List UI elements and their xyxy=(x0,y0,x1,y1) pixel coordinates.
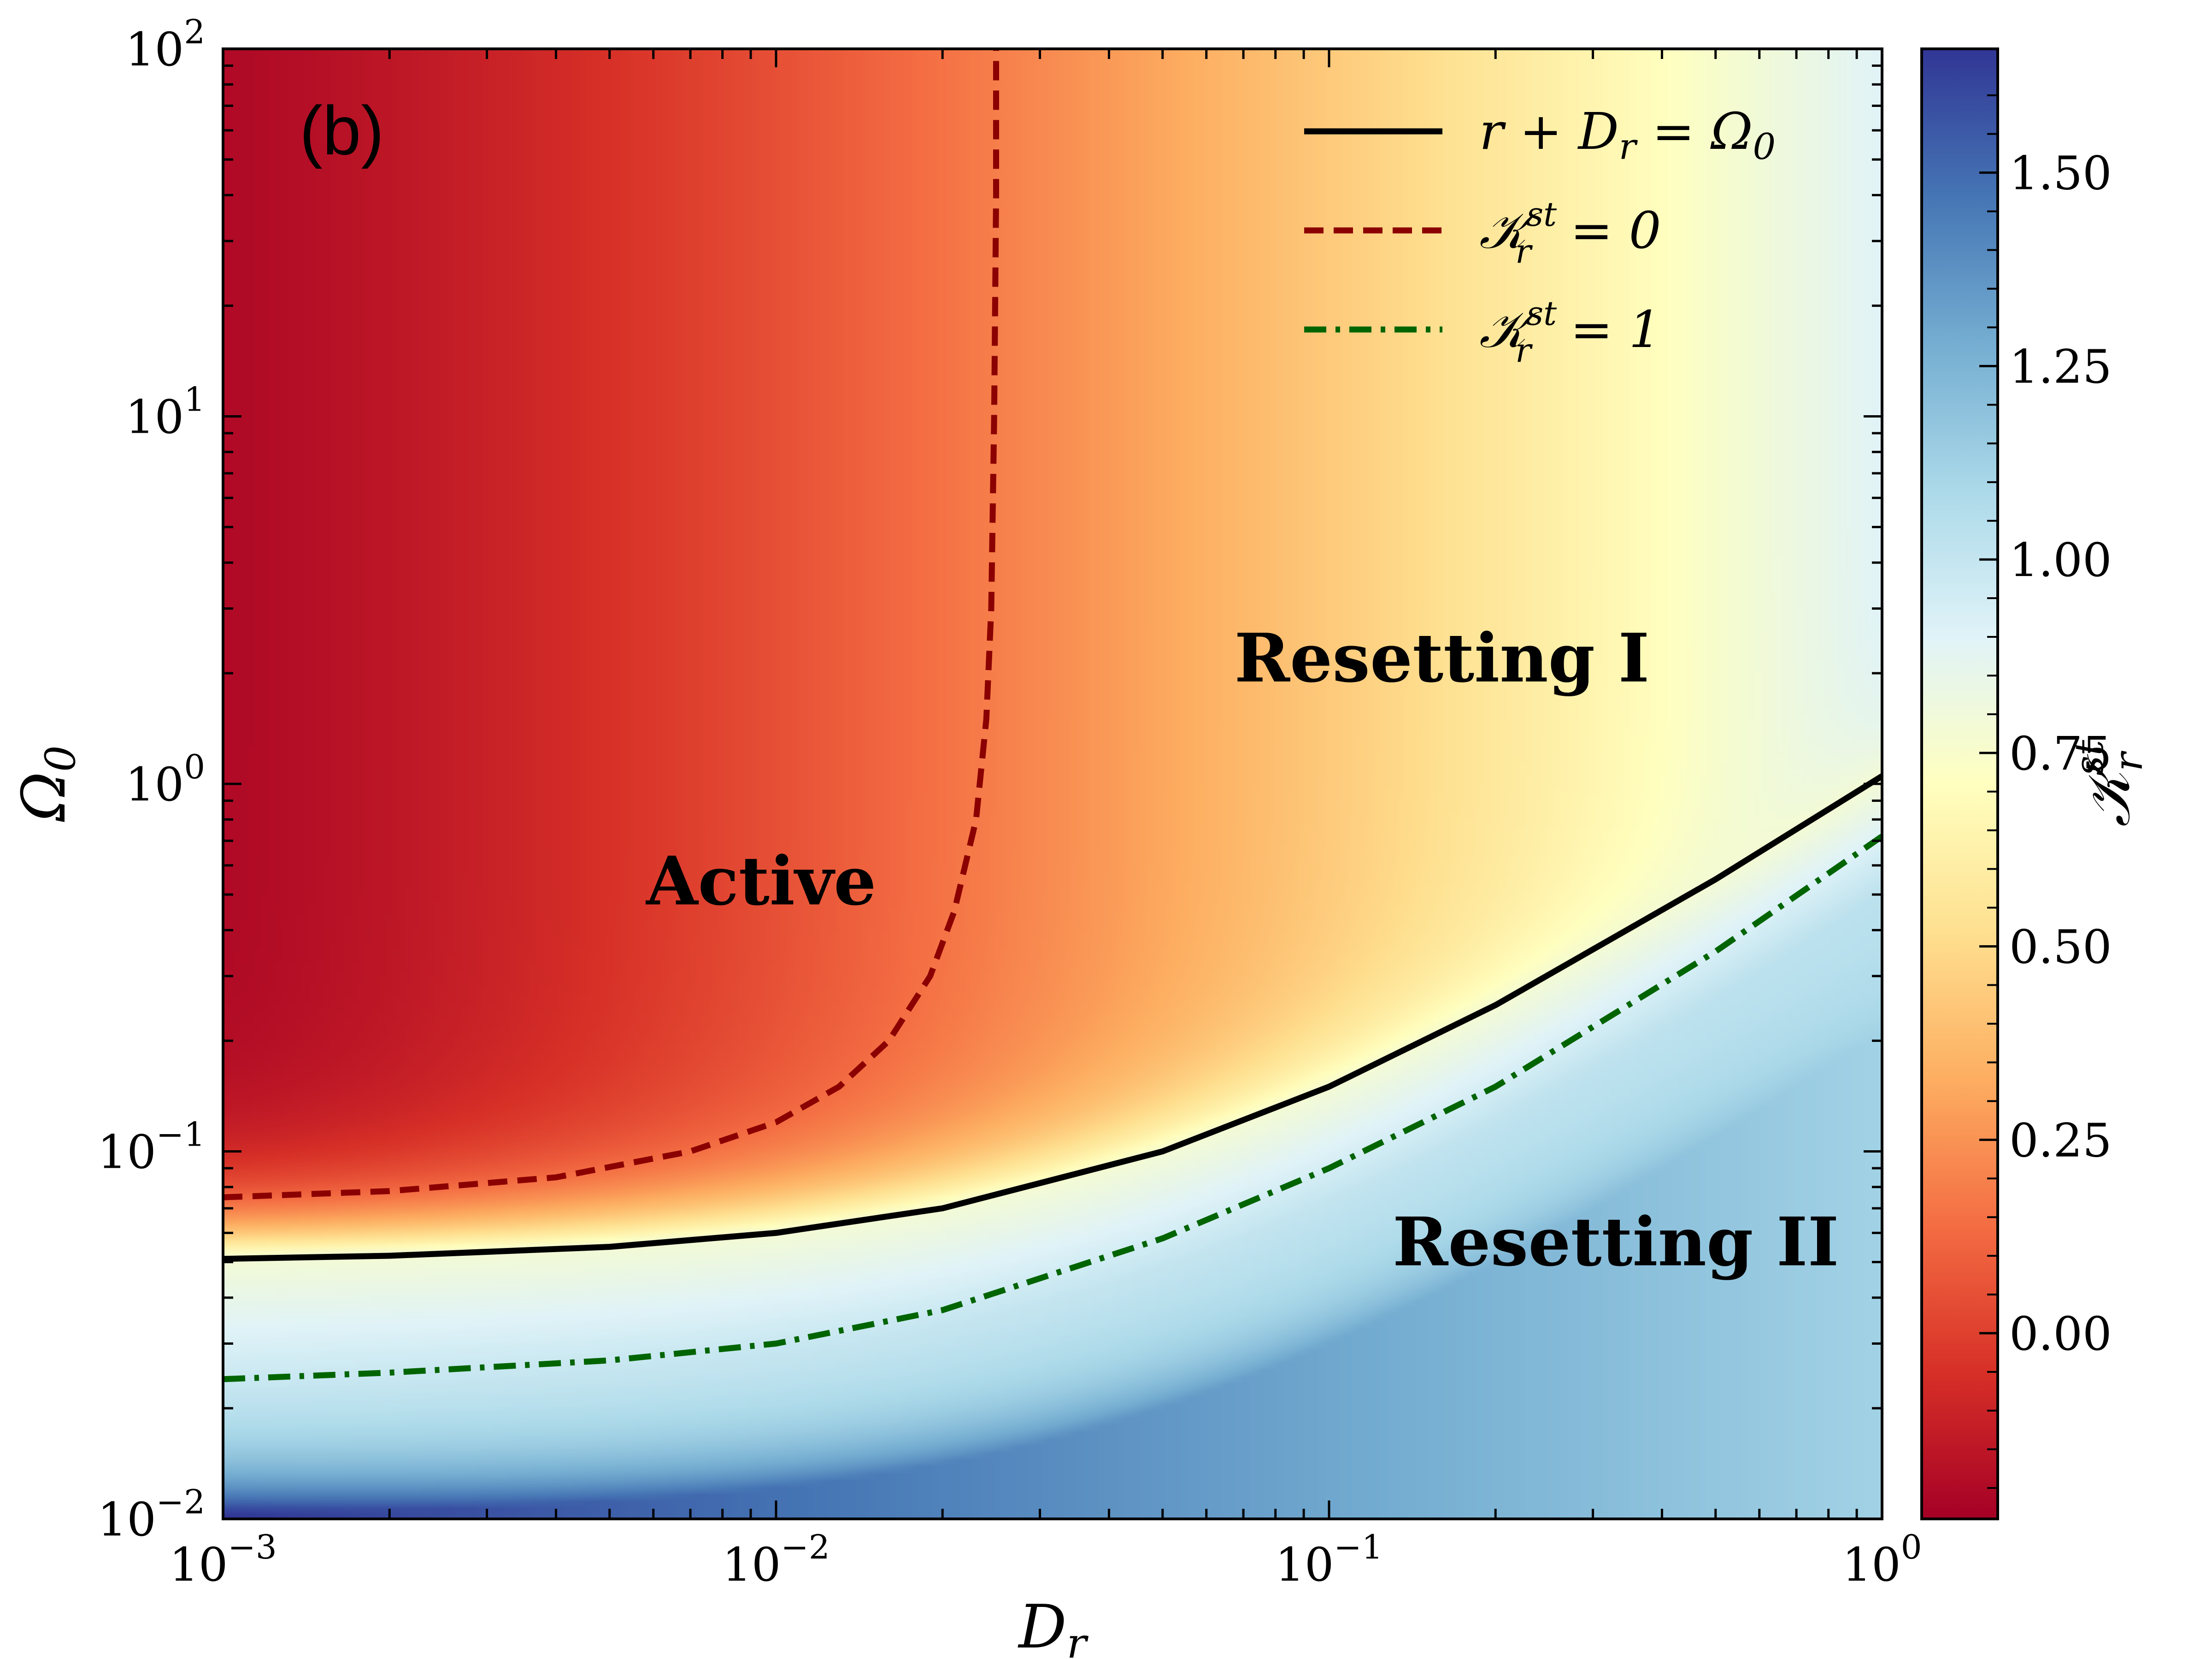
colorbar-tick-label: 0.75 xyxy=(2009,727,2112,781)
colorbar-tick-label: 1.00 xyxy=(2009,533,2112,587)
colorbar-frame xyxy=(1920,47,1999,1520)
y-tick-label: 100 xyxy=(125,747,205,812)
x-axis-label: Dr xyxy=(1018,1592,1088,1659)
heatmap-layer xyxy=(223,49,1882,1519)
region-labels: Active Resetting I Resetting II xyxy=(645,619,1839,1282)
y-axis-label: Ω0 xyxy=(9,745,85,822)
x-tick-label: 10−1 xyxy=(1275,1528,1382,1592)
curve-dashdot xyxy=(223,834,1882,1382)
legend: r + Dr = Ω0 𝒦st r = 0 𝒦st r = 1 xyxy=(1304,102,1776,370)
colorbar-tick-label: 1.50 xyxy=(2009,147,2112,200)
curve-dashed xyxy=(223,49,999,1200)
colorbar-tick-label: 0.00 xyxy=(2009,1307,2112,1361)
heatmap-image xyxy=(223,49,1882,1519)
colorbar-gradient xyxy=(1922,49,1998,1519)
y-tick-labels: 10−2 10−1 100 101 102 xyxy=(98,12,205,1547)
region-label: Active xyxy=(645,842,876,921)
x-tick-labels: 10−3 10−2 10−1 100 xyxy=(169,1528,1922,1592)
colorbar-ticks: 0.00 0.25 0.50 0.75 1.00 1.25 1.50 xyxy=(1979,94,2112,1489)
x-tick-label: 10−3 xyxy=(169,1528,276,1592)
y-tick-label: 101 xyxy=(125,380,205,444)
y-tick-label: 102 xyxy=(125,12,205,76)
colorbar-tick-label: 0.50 xyxy=(2009,920,2112,974)
y-tick-label: 10−2 xyxy=(98,1483,205,1547)
x-tick-label: 10−2 xyxy=(722,1528,830,1592)
legend-entry: r + Dr = Ω0 xyxy=(1479,102,1776,168)
y-tick-label: 10−1 xyxy=(98,1115,205,1179)
region-label: Resetting II xyxy=(1393,1203,1839,1282)
x-tick-label: 100 xyxy=(1842,1528,1922,1592)
region-label: Resetting I xyxy=(1235,619,1650,698)
curve-layer xyxy=(223,49,1882,1382)
colorbar: 0.00 0.25 0.50 0.75 1.00 1.25 1.50 𝒦rst xyxy=(1920,47,2152,1520)
axis-ticks xyxy=(222,49,1883,1520)
colorbar-tick-label: 0.25 xyxy=(2009,1113,2112,1167)
curve-solid xyxy=(223,773,1882,1262)
colorbar-tick-label: 1.25 xyxy=(2009,340,2112,394)
panel-label: (b) xyxy=(300,92,384,169)
colorbar-label: 𝒦rst xyxy=(2067,740,2152,827)
legend-entry: 𝒦st r = 0 xyxy=(1479,195,1661,271)
legend-entry: 𝒦st r = 1 xyxy=(1479,294,1661,370)
